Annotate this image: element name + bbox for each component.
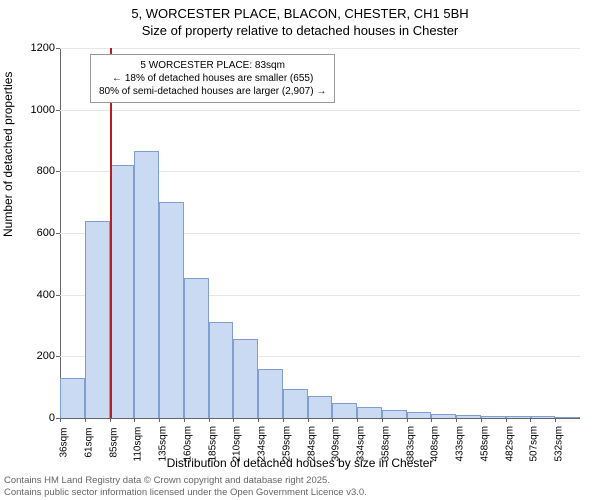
x-tick-mark [555, 418, 556, 422]
annotation-box: 5 WORCESTER PLACE: 83sqm ← 18% of detach… [90, 54, 335, 103]
histogram-bar [382, 410, 407, 418]
histogram-bar [159, 202, 184, 418]
histogram-bar [506, 416, 531, 418]
histogram-bar [60, 378, 85, 418]
histogram-bar [85, 221, 110, 418]
chart-container: 5, WORCESTER PLACE, BLACON, CHESTER, CH1… [0, 0, 600, 500]
footer-line-1: Contains HM Land Registry data © Crown c… [4, 475, 367, 486]
histogram-bar [481, 416, 506, 418]
x-tick-mark [308, 418, 309, 422]
title-line-2: Size of property relative to detached ho… [0, 23, 600, 40]
histogram-bar [283, 389, 308, 418]
x-tick-mark [85, 418, 86, 422]
x-tick-mark [407, 418, 408, 422]
y-tick-label: 1000 [15, 104, 55, 116]
x-tick-mark [431, 418, 432, 422]
histogram-bar [531, 416, 556, 418]
histogram-bars [60, 48, 580, 418]
footer-line-2: Contains public sector information licen… [4, 487, 367, 498]
annotation-line-3: 80% of semi-detached houses are larger (… [99, 85, 326, 98]
x-tick-mark [184, 418, 185, 422]
baseline [60, 418, 580, 419]
histogram-bar [110, 165, 135, 418]
x-tick-mark [233, 418, 234, 422]
x-tick-mark [357, 418, 358, 422]
histogram-bar [555, 417, 580, 418]
x-tick-mark [159, 418, 160, 422]
y-tick-label: 0 [15, 412, 55, 424]
title-line-1: 5, WORCESTER PLACE, BLACON, CHESTER, CH1… [0, 6, 600, 23]
plot-area: 5 WORCESTER PLACE: 83sqm ← 18% of detach… [60, 48, 580, 418]
histogram-bar [184, 278, 209, 418]
histogram-bar [134, 151, 159, 418]
histogram-bar [357, 407, 382, 418]
x-tick-mark [456, 418, 457, 422]
histogram-bar [332, 403, 357, 418]
histogram-bar [431, 414, 456, 418]
x-tick-mark [110, 418, 111, 422]
x-tick-mark [283, 418, 284, 422]
footer-attribution: Contains HM Land Registry data © Crown c… [4, 475, 367, 498]
histogram-bar [308, 396, 333, 418]
histogram-bar [258, 369, 283, 418]
y-tick-label: 200 [15, 350, 55, 362]
histogram-bar [233, 339, 258, 418]
y-tick-label: 1200 [15, 42, 55, 54]
histogram-bar [456, 415, 481, 418]
y-tick-label: 800 [15, 165, 55, 177]
annotation-line-1: 5 WORCESTER PLACE: 83sqm [99, 59, 326, 72]
marker-vertical-line [110, 48, 112, 418]
histogram-bar [209, 322, 234, 418]
x-tick-mark [258, 418, 259, 422]
histogram-bar [407, 412, 432, 418]
x-tick-mark [530, 418, 531, 422]
x-tick-mark [332, 418, 333, 422]
x-tick-mark [506, 418, 507, 422]
y-tick-label: 600 [15, 227, 55, 239]
x-tick-mark [481, 418, 482, 422]
chart-title: 5, WORCESTER PLACE, BLACON, CHESTER, CH1… [0, 0, 600, 40]
x-tick-mark [209, 418, 210, 422]
annotation-line-2: ← 18% of detached houses are smaller (65… [99, 72, 326, 85]
y-tick-label: 400 [15, 289, 55, 301]
x-tick-mark [60, 418, 61, 422]
x-tick-mark [382, 418, 383, 422]
y-axis-label: Number of detached properties [1, 72, 15, 237]
x-tick-mark [134, 418, 135, 422]
x-axis-label: Distribution of detached houses by size … [0, 456, 600, 470]
